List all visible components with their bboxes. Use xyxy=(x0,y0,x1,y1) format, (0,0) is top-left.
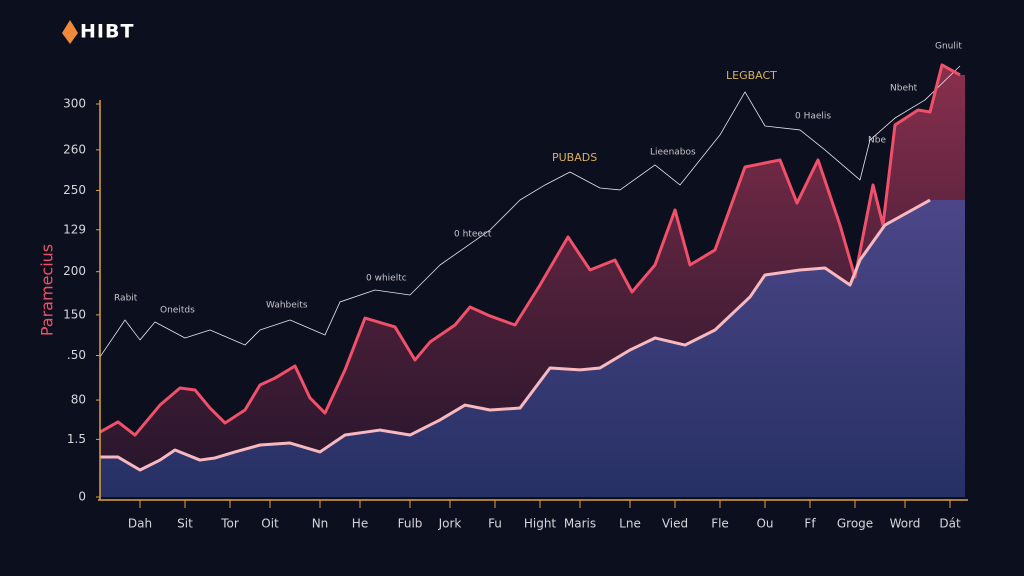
x-tick-label: Fu xyxy=(488,517,502,531)
x-tick-label: Fulb xyxy=(398,517,423,531)
y-tick-label: 80 xyxy=(71,393,86,407)
y-axis-label: Paramecius xyxy=(38,244,57,336)
y-tick-label: 129 xyxy=(63,222,86,236)
y-tick-label: 1.5 xyxy=(67,432,86,446)
annotation: Lieenabos xyxy=(650,148,696,158)
x-tick-label: Ou xyxy=(756,517,773,531)
x-tick-label: Sit xyxy=(177,517,193,531)
plot xyxy=(99,63,965,497)
x-tick-label: Ff xyxy=(804,517,816,531)
area xyxy=(100,200,965,497)
x-tick-label: Vied xyxy=(662,517,688,531)
logo: HIBT xyxy=(80,21,134,43)
annotation: LEGBACT xyxy=(726,69,777,82)
annotation: Oneitds xyxy=(160,306,195,316)
y-tick-label: 300 xyxy=(63,97,86,111)
x-tick-label: Hight xyxy=(524,517,557,531)
annotation: Nbe xyxy=(868,136,886,146)
x-tick-label: Lne xyxy=(619,517,641,531)
x-tick-label: Jork xyxy=(438,517,462,531)
y-tick-label: 250 xyxy=(63,183,86,197)
x-tick-label: Dah xyxy=(128,517,152,531)
x-tick-label: Word xyxy=(890,517,921,531)
y-tick-label: 260 xyxy=(63,142,86,156)
y-tick-label: 200 xyxy=(63,264,86,278)
x-tick-label: Nn xyxy=(312,517,329,531)
annotation: 0 whieltc xyxy=(366,274,407,284)
x-tick-label: Tor xyxy=(220,517,239,531)
annotation: Gnulit xyxy=(935,42,962,52)
annotation: 0 hteect xyxy=(454,230,492,240)
logo-icon xyxy=(62,20,78,44)
annotation: PUBADS xyxy=(552,151,597,164)
x-tick-label: He xyxy=(352,517,368,531)
annotation: 0 Haelis xyxy=(795,112,831,122)
line xyxy=(100,198,931,472)
line xyxy=(99,65,961,358)
x-tick-label: Fle xyxy=(711,517,729,531)
annotation: Wahbeits xyxy=(266,301,308,311)
y-tick-label: 150 xyxy=(63,307,86,321)
annotation: Rabit xyxy=(114,294,138,304)
x-tick-label: Oit xyxy=(261,517,279,531)
x-tick-label: Dát xyxy=(939,517,961,531)
x-tick-label: Maris xyxy=(564,517,596,531)
y-tick-label: .50 xyxy=(67,348,86,362)
y-tick-label: 0 xyxy=(78,490,86,504)
line xyxy=(99,63,961,437)
annotation: Nbeht xyxy=(890,84,918,94)
x-tick-label: Groge xyxy=(837,517,873,531)
